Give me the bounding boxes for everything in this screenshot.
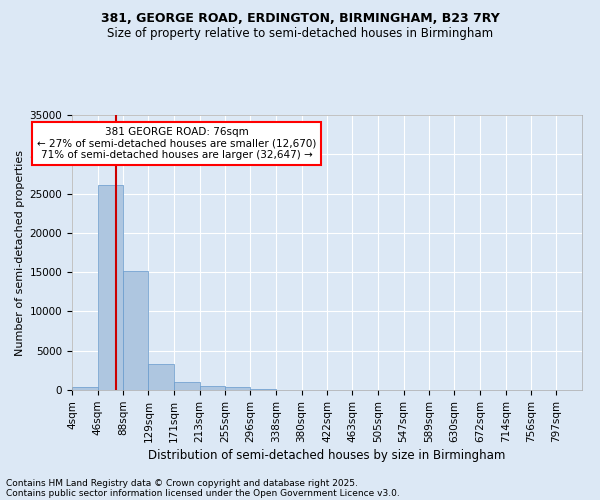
Bar (98, 185, 124, 390)
Text: Contains public sector information licensed under the Open Government Licence v3: Contains public sector information licen… (6, 488, 400, 498)
Bar (72, 387, 98, 390)
Bar (174, 382, 200, 390)
Y-axis label: Number of semi-detached properties: Number of semi-detached properties (16, 150, 25, 356)
Text: 381, GEORGE ROAD, ERDINGTON, BIRMINGHAM, B23 7RY: 381, GEORGE ROAD, ERDINGTON, BIRMINGHAM,… (101, 12, 499, 26)
Text: Contains HM Land Registry data © Crown copyright and database right 2025.: Contains HM Land Registry data © Crown c… (6, 478, 358, 488)
Bar (124, 270, 148, 390)
Text: Size of property relative to semi-detached houses in Birmingham: Size of property relative to semi-detach… (107, 28, 493, 40)
Bar (200, 386, 226, 390)
Bar (226, 387, 250, 390)
Bar (250, 389, 276, 390)
Text: 381 GEORGE ROAD: 76sqm
← 27% of semi-detached houses are smaller (12,670)
71% of: 381 GEORGE ROAD: 76sqm ← 27% of semi-det… (37, 127, 316, 160)
Bar (148, 364, 174, 390)
X-axis label: Distribution of semi-detached houses by size in Birmingham: Distribution of semi-detached houses by … (148, 449, 506, 462)
